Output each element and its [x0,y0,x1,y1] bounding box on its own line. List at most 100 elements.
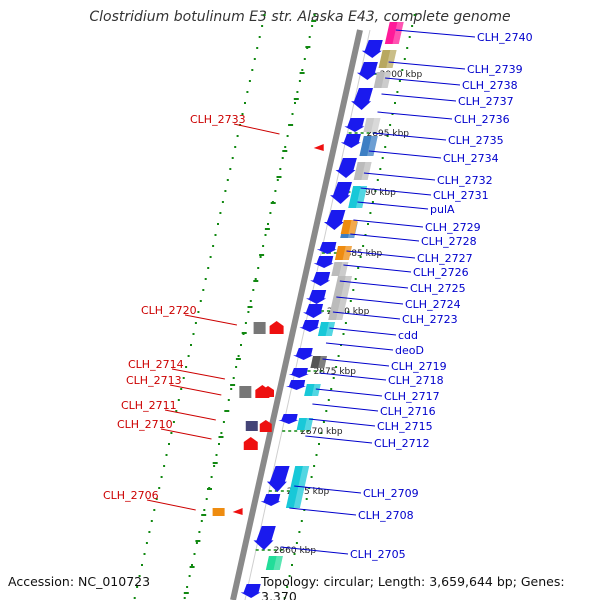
forward-gene [260,494,281,506]
guide-dot [145,542,148,544]
gene-labels: CLH_2740 CLH_2739 CLH_2738 CLH_2737 CLH_2736… [103,31,533,561]
guide-dash [189,566,195,568]
guide-dot [286,586,289,588]
guide-dash [299,72,305,74]
forward-gene-label: CLH_2728 [421,235,477,248]
guide-dot [262,245,265,247]
forward-gene-label: cdd [398,329,418,342]
guide-dot [249,300,252,302]
guide-dot [153,509,156,511]
guide-dot [274,190,277,192]
gene-highlight [348,220,358,234]
guide-dot [200,520,203,522]
guide-dot [182,377,185,379]
guide-dot [252,289,255,291]
forward-gene [323,210,346,230]
guide-dot [198,531,201,533]
guide-dot [212,245,215,247]
forward-gene-label: CLH_2705 [350,548,406,561]
guide-dot [217,223,219,225]
guide-dot [229,168,232,170]
guide-dot [214,234,217,236]
forward-gene-box [285,466,310,508]
guide-dot [371,201,374,203]
forward-gene [340,134,361,148]
forward-leader [395,29,476,38]
reverse-gene-label: CLH_2713 [126,374,182,387]
forward-leader [368,150,442,159]
forward-gene-label: CLH_2731 [433,189,489,202]
guide-dot [136,586,139,588]
reverse-leader [164,409,216,421]
forward-leader [372,132,447,141]
guide-dot [155,498,158,500]
forward-gene-box [340,220,358,234]
guide-dot [298,531,301,533]
forward-gene-label: CLH_2739 [467,63,523,76]
forward-leader [294,485,362,494]
forward-gene-label: CLH_2726 [413,266,469,279]
guide-dot [283,597,286,599]
guide-dot [311,25,314,27]
forward-gene [299,320,320,332]
guide-dot [300,520,303,522]
guide-dot [354,278,357,280]
guide-dot [231,157,234,159]
forward-gene [335,158,357,178]
forward-gene [351,88,373,110]
guide-dot [301,69,304,71]
forward-leader [305,435,373,444]
guide-dot [394,102,396,104]
guide-dot [199,300,202,302]
guide-dot [349,300,352,302]
guide-dot [218,443,220,445]
guide-dot [286,135,289,137]
forward-gene-box [328,276,352,320]
forward-leader [339,280,409,289]
guide-dot [224,190,227,192]
forward-gene-label: CLH_2732 [437,174,493,187]
guide-dot [203,509,206,511]
forward-leader [343,264,412,273]
forward-leader [336,296,404,305]
guide-dot [170,432,173,434]
guide-dash [288,124,294,126]
forward-leader [385,77,461,86]
guide-dash [207,488,212,490]
forward-gene-box [384,22,404,44]
tick-label: 2880 kbp [327,307,370,317]
forward-gene-label: CLH_2738 [462,79,518,92]
guide-dot [284,146,287,148]
reverse-leader [169,384,222,396]
guide-dot [165,454,168,456]
guide-dot [264,234,267,236]
guide-dot [234,146,237,148]
forward-gene-box [378,50,397,68]
guide-dot [240,344,242,346]
guide-dot [188,575,191,577]
forward-gene-box [296,418,314,430]
forward-leader [360,187,432,196]
guide-dot [318,443,320,445]
guide-dot [313,465,316,467]
guide-dot [219,212,222,214]
forward-gene [361,40,383,58]
forward-leader [319,372,387,381]
guide-dot [215,454,218,456]
forward-gene-box [353,162,372,180]
reverse-leader [233,123,280,135]
forward-leader [329,327,397,336]
guide-dot [298,80,301,82]
guide-dot [251,69,254,71]
forward-gene [286,380,306,390]
gene-highlight [371,118,381,132]
guide-dot [193,553,196,555]
guide-dot [236,135,239,137]
guide-dot [279,168,282,170]
forward-gene-label: CLH_2708 [358,509,414,522]
guide-dash [247,306,253,308]
guide-dot [232,377,235,379]
guide-dot [186,586,189,588]
